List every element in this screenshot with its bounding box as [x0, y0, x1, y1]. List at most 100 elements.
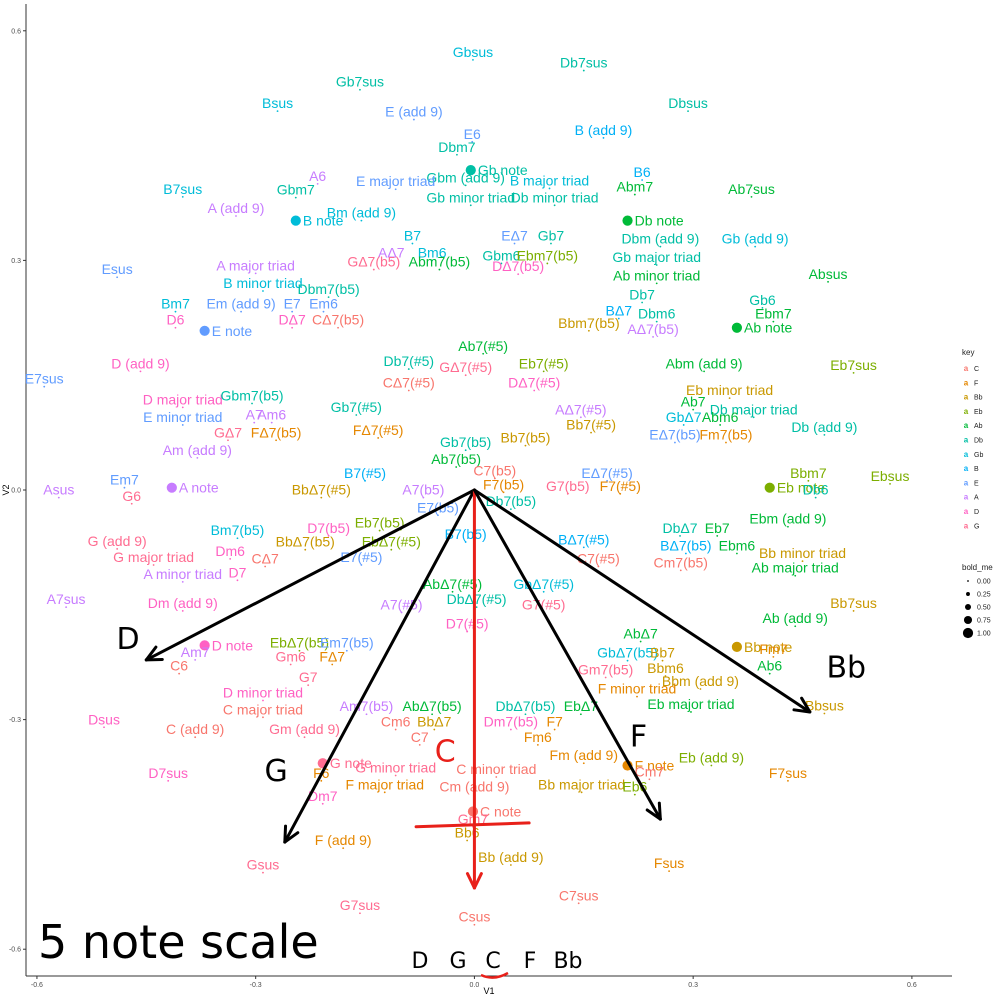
- data-point: [703, 370, 705, 373]
- point-label: Eb (add 9): [679, 750, 744, 766]
- arrow-label: F: [630, 719, 647, 754]
- svg-text:C: C: [974, 366, 979, 373]
- point-label: Am (add 9): [163, 442, 232, 458]
- svg-text:a: a: [964, 407, 969, 416]
- data-point: [262, 699, 264, 702]
- scale-note: C: [485, 949, 500, 974]
- data-point: [465, 164, 476, 176]
- data-point: [606, 479, 609, 482]
- data-point: [761, 306, 764, 309]
- data-point: [692, 408, 695, 411]
- data-point: [194, 659, 197, 661]
- data-point: [303, 736, 306, 739]
- arrow-f: [472, 488, 662, 821]
- data-point: [687, 110, 689, 113]
- arrow-label: D: [117, 622, 140, 657]
- data-point: [674, 441, 676, 444]
- point-label: Dbm7: [438, 139, 476, 155]
- point-label: C7: [411, 729, 429, 745]
- point-label: F minor triad: [598, 681, 677, 697]
- data-point: [473, 923, 476, 926]
- scale-title-note: 5 note scale: [38, 915, 319, 969]
- point-label: DbΔ7: [663, 520, 698, 536]
- point-label: Dbm6: [638, 306, 676, 322]
- point-label: B note: [303, 213, 344, 229]
- arrow-bb: [472, 488, 812, 714]
- scale-note: G: [449, 949, 466, 974]
- x-tick-label: 0.0: [470, 982, 480, 989]
- point-label: Gbsus: [453, 44, 493, 60]
- point-label: Bbm7(b5): [558, 315, 619, 331]
- data-point: [327, 535, 330, 537]
- data-point: [411, 242, 414, 245]
- point-label: Abm (add 9): [666, 355, 743, 371]
- point-label: Eb7(#5): [519, 355, 569, 371]
- data-point: [725, 441, 727, 444]
- data-point: [807, 479, 810, 482]
- point-label: Gbm (add 9): [426, 169, 505, 185]
- data-point: [320, 496, 323, 499]
- data-point: [794, 574, 797, 577]
- data-point: [852, 372, 855, 374]
- data-point: [331, 663, 334, 666]
- data-point: [772, 320, 775, 323]
- point-label: Bbm6: [647, 660, 684, 676]
- data-point: [664, 675, 667, 677]
- point-label: DΔ7(b5): [492, 258, 544, 274]
- data-point: [579, 416, 582, 419]
- data-point: [199, 640, 210, 651]
- svg-text:a: a: [964, 493, 969, 502]
- data-point: [181, 424, 184, 426]
- point-label: Fsus: [654, 855, 684, 871]
- svg-text:a: a: [964, 450, 969, 459]
- point-label: Db note: [635, 213, 684, 229]
- data-point: [633, 193, 636, 196]
- data-point: [359, 912, 361, 915]
- data-point: [437, 514, 439, 517]
- svg-text:a: a: [964, 507, 969, 516]
- data-point: [495, 776, 498, 778]
- point-label: DΔ7(#5): [508, 375, 560, 391]
- data-point: [418, 743, 421, 746]
- point-label: Cm6: [381, 714, 411, 730]
- svg-text:0.50: 0.50: [977, 605, 991, 612]
- point-label: EΔ7(#5): [581, 465, 632, 481]
- point-label: E minor triad: [143, 409, 222, 425]
- point-label: GΔ7(b5): [347, 254, 400, 270]
- point-label: Gm (add 9): [269, 721, 340, 737]
- point-label: Ab7(#5): [458, 338, 508, 354]
- point-label: G (add 9): [88, 533, 147, 549]
- data-point: [652, 336, 654, 338]
- data-point: [166, 482, 177, 493]
- point-label: Eb minor triad: [686, 382, 773, 398]
- data-point: [619, 492, 622, 495]
- point-label: EΔ7: [501, 228, 528, 244]
- point-label: E6: [464, 126, 481, 142]
- point-label: Am7: [181, 644, 210, 660]
- data-point: [750, 195, 753, 198]
- data-point: [291, 326, 294, 329]
- data-point: [304, 548, 307, 551]
- point-label: Gb6: [749, 292, 776, 308]
- point-label: F7: [546, 714, 563, 730]
- data-point: [731, 322, 743, 333]
- data-point: [655, 320, 658, 323]
- point-label: F7(#5): [600, 478, 641, 494]
- svg-text:0.25: 0.25: [977, 592, 991, 599]
- data-point: [582, 546, 585, 549]
- point-label: Gb major triad: [612, 249, 701, 265]
- svg-text:Bb: Bb: [974, 395, 983, 402]
- point-label: Gb7(#5): [331, 399, 382, 415]
- point-label: D7: [228, 564, 246, 580]
- point-label: Ebsus: [871, 468, 910, 484]
- point-label: Ebm7: [755, 306, 792, 322]
- point-label: E major triad: [356, 173, 435, 189]
- data-point: [181, 610, 184, 612]
- svg-text:Eb: Eb: [974, 409, 983, 416]
- data-point: [152, 564, 155, 566]
- data-point: [636, 695, 638, 698]
- data-point: [710, 764, 713, 767]
